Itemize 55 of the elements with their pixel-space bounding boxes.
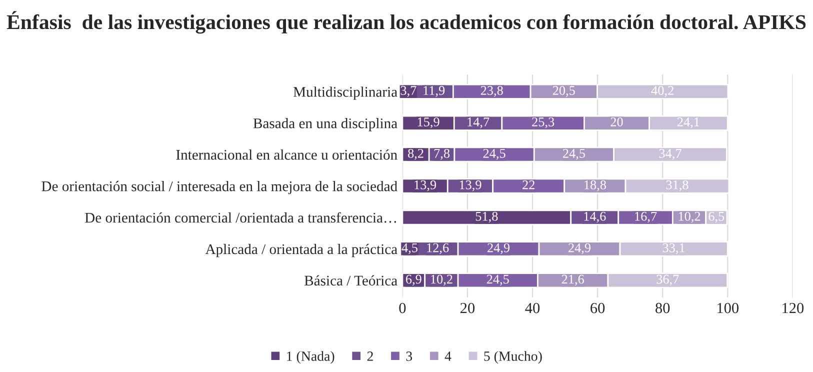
- data-label: 25,3: [532, 118, 554, 128]
- legend-label: 4: [444, 352, 452, 361]
- data-label: 15,9: [418, 118, 440, 128]
- y-tick-label: Internacional en alcance u orientación: [176, 149, 398, 160]
- data-label: 24,5: [486, 274, 509, 286]
- data-label: 13,9: [414, 180, 436, 192]
- x-tick-label: 0: [399, 302, 406, 314]
- y-tick-label: Básica / Teórica: [304, 275, 398, 286]
- data-label: 11,9: [424, 86, 445, 97]
- y-tick-label: Aplicada / orientada a la práctica: [205, 244, 398, 258]
- data-label: 31,8: [666, 180, 688, 192]
- data-label: 12,6: [427, 243, 449, 254]
- data-label: 6,9: [406, 274, 422, 286]
- x-tick-label: 40: [525, 302, 540, 314]
- x-tick-label: 120: [782, 302, 804, 314]
- data-label: 51,8: [476, 212, 498, 223]
- data-label: 13,9: [460, 180, 482, 192]
- data-label: 6,5: [708, 212, 724, 223]
- data-label: 7,8: [434, 148, 450, 160]
- x-tick-label: 100: [718, 302, 739, 314]
- data-label: 21,6: [562, 274, 584, 286]
- chart-title: Énfasis de las investigaciones que realizan los academicos con formación doctoral. APIKS: [6, 11, 806, 34]
- data-label: 24,5: [483, 148, 506, 160]
- x-tick-label: 80: [656, 302, 670, 314]
- legend-label: 2: [367, 352, 373, 361]
- y-tick-label: Multidisciplinaria: [293, 86, 398, 100]
- data-label: 20,5: [552, 86, 575, 97]
- data-label: 34,7: [659, 148, 682, 160]
- data-label: 18,8: [584, 180, 606, 192]
- data-label: 33,1: [662, 243, 685, 254]
- legend-label: 1 (Nada): [287, 351, 334, 364]
- x-tick-label: 20: [460, 302, 475, 314]
- data-label: 24,9: [488, 243, 510, 254]
- data-label: 23,8: [480, 86, 503, 97]
- data-label: 24,9: [568, 243, 591, 254]
- data-label: 24,1: [677, 118, 700, 128]
- data-label: 14,7: [468, 118, 490, 128]
- data-label: 16,7: [635, 212, 657, 223]
- legend-label: 3: [406, 352, 412, 361]
- data-label: 3,7: [400, 86, 416, 97]
- data-label: 36,7: [656, 274, 679, 286]
- data-label: 10,2: [678, 212, 700, 223]
- y-tick-label: De orientación comercial /orientada a transferencia…: [85, 212, 396, 223]
- data-label: 40,2: [651, 86, 674, 97]
- data-label: 10,2: [431, 274, 452, 286]
- data-label: 22: [522, 180, 534, 190]
- y-tick-label: Basada en una disciplina: [253, 118, 398, 132]
- x-tick-label: 60: [590, 302, 605, 314]
- legend-label: 5 (Mucho): [484, 351, 542, 364]
- data-label: 20: [610, 117, 623, 126]
- data-label: 8,2: [408, 148, 424, 160]
- data-label: 24,5: [563, 148, 586, 160]
- y-tick-label: De orientación social / interesada en la mejora de la sociedad: [42, 180, 398, 194]
- data-label: 14,6: [584, 212, 606, 223]
- data-label: 4,5: [402, 243, 418, 254]
